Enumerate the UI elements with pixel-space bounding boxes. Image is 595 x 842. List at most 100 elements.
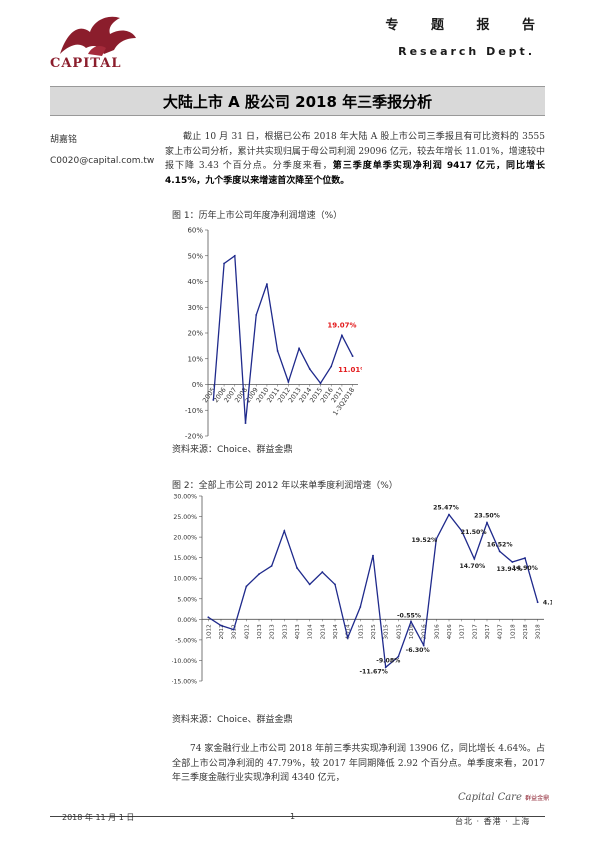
x-tick-label: 3Q17 [485, 624, 491, 640]
y-tick-label: 30.00% [173, 494, 197, 501]
x-tick-label: 1Q15 [358, 624, 364, 640]
x-tick-label: 1Q13 [257, 624, 263, 640]
data-label: 23.50% [474, 513, 500, 520]
y-tick-label: -20% [185, 433, 203, 441]
data-point [283, 530, 286, 532]
dept-label: Research Dept. [398, 45, 535, 58]
x-tick-label: 4Q16 [447, 624, 453, 640]
data-point [245, 585, 248, 588]
x-tick-label: 2Q14 [320, 624, 326, 640]
series-line [207, 513, 539, 669]
data-point [308, 583, 311, 586]
data-point [346, 636, 349, 639]
data-point [435, 538, 438, 540]
capital-logo-icon [60, 16, 136, 56]
y-tick-label: -15.00% [172, 679, 197, 686]
annual-profit-growth-chart: -20%-10%0%10%20%30%40%50%60%200520062007… [185, 227, 362, 441]
author-email[interactable]: C0020@capital.com.tw [50, 156, 155, 166]
data-label: 21.50% [461, 529, 487, 536]
data-point [384, 666, 387, 669]
data-point [266, 283, 268, 285]
data-point [319, 382, 322, 385]
x-tick-label: 4Q13 [295, 624, 301, 640]
data-point [212, 399, 215, 401]
author-block: 胡嘉铭 C0020@capital.com.tw [50, 130, 154, 172]
data-label: -9.08% [376, 658, 400, 665]
footer-cities: 台北 · 香港 · 上海 [455, 817, 531, 826]
data-point [298, 347, 300, 350]
page-number: 1 [290, 812, 296, 821]
y-tick-label: 30% [187, 304, 203, 312]
quarterly-profit-growth-chart: -15.00% -10.00% -5.00% 0.00% 5.00% 10.00% 15.0… [172, 494, 552, 686]
data-point [334, 583, 336, 586]
y-tick-label: 25.00% [173, 514, 197, 521]
y-tick-label: 60% [187, 227, 203, 235]
data-point [220, 624, 222, 627]
data-label: -6.30% [406, 647, 430, 654]
footer-brand-cn: 群益金鼎 [525, 795, 550, 802]
x-tick-label: 2Q18 [523, 624, 529, 640]
data-label: -0.55% [397, 613, 421, 620]
x-tick-label: 2Q17 [472, 624, 478, 640]
figure-1-title: 图 1：历年上市公司年度净利润增速（%） [172, 211, 343, 221]
x-tick-label: 4Q15 [396, 624, 402, 640]
footer-brand: Capital Care 群益金鼎 [458, 792, 549, 803]
y-tick-label: 10% [187, 355, 203, 363]
intro-text: 截止 10 月 31 日，根据已公布 2018 年大陆 A 股上市公司三季报且有… [165, 132, 545, 171]
y-tick-label: 0% [192, 381, 203, 389]
x-tick-label: 2Q15 [371, 624, 377, 640]
data-point [341, 334, 343, 337]
page-header: CAPITAL 专 题 报 告 Research Dept. [0, 0, 595, 80]
x-tick-label: 1Q16 [409, 624, 415, 640]
data-label: 19.52% [411, 537, 437, 544]
data-point [287, 381, 290, 383]
body-paragraph: 74 家金融行业上市公司 2018 年前三季共实现净利润 13906 亿，同比增… [172, 744, 545, 783]
x-tick-label: 3Q18 [536, 624, 542, 640]
header-labels: 专 题 报 告 Research Dept. [385, 14, 535, 58]
y-tick-label: -10.00% [172, 658, 197, 665]
figure-2-title: 图 2：全部上市公司 2012 年以来单季度利润增速（%） [172, 481, 398, 491]
report-title-bar: 大陆上市 A 股公司 2018 年三季报分析 [50, 86, 545, 116]
data-point [460, 530, 463, 532]
y-tick-label: 15.00% [173, 555, 197, 562]
data-label: 14.70% [459, 563, 485, 570]
x-tick-label: 4Q17 [498, 624, 504, 640]
footer-brand-name: Capital Care [458, 792, 522, 803]
data-point [233, 254, 236, 257]
data-point [410, 620, 412, 623]
y-tick-label: -10% [185, 407, 203, 415]
x-tick-label: 3Q13 [282, 624, 288, 640]
x-tick-label: 3Q16 [434, 624, 440, 640]
footer-divider [50, 816, 545, 817]
logo-wordmark: CAPITAL [50, 56, 122, 71]
y-tick-label: 40% [187, 278, 203, 286]
data-label: -11.67% [359, 668, 387, 675]
figure-1-source: 资料来源：Choice、群益金鼎 [172, 445, 293, 455]
x-tick-label: 2Q12 [219, 624, 225, 639]
data-label: 25.47% [433, 505, 459, 512]
y-tick-label: 5.00% [177, 596, 197, 603]
data-point [372, 554, 374, 557]
data-point [498, 550, 501, 553]
x-tick-label: 4Q14 [346, 624, 352, 640]
data-label: 13.94% [496, 566, 522, 573]
data-point [207, 616, 210, 619]
x-tick-label: 1Q17 [460, 624, 466, 640]
y-tick-label: 50% [187, 252, 203, 260]
data-point [351, 355, 354, 358]
x-tick-label: 1Q12 [206, 624, 212, 639]
figure-2-source: 资料来源：Choice、群益金鼎 [172, 715, 293, 725]
y-tick-label: 20% [187, 330, 203, 338]
data-point [296, 567, 298, 569]
author-name: 胡嘉铭 [50, 135, 78, 145]
data-point [244, 422, 247, 425]
data-label: 14.90% [512, 565, 538, 572]
x-tick-label: 3Q15 [384, 624, 390, 640]
data-point [255, 314, 258, 316]
x-tick-label: 3Q12 [232, 624, 238, 639]
data-point [232, 628, 235, 631]
data-point [276, 350, 279, 352]
footer-date: 2018 年 11 月 1 日 [62, 813, 135, 822]
data-point [308, 368, 311, 370]
data-label: 19.07% [327, 321, 356, 329]
